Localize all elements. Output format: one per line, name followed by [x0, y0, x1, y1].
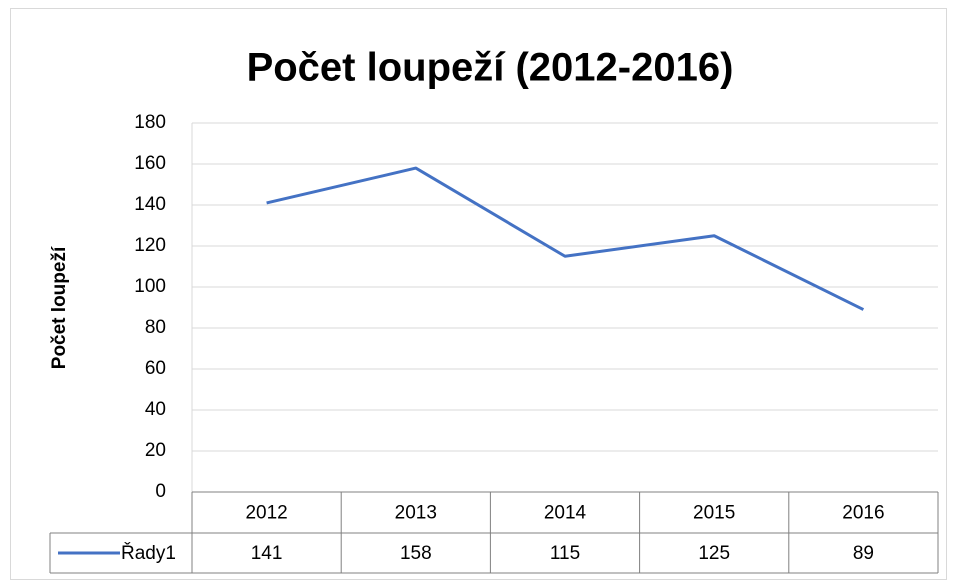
y-tick-label: 40 [145, 399, 166, 420]
x-tick-label: 2014 [544, 503, 587, 524]
y-tick-label: 160 [134, 153, 166, 174]
x-tick-label: 2012 [245, 503, 287, 524]
table-value: 89 [853, 543, 874, 564]
y-tick-label: 120 [134, 235, 166, 256]
series-line [266, 166, 865, 311]
y-tick-label: 60 [145, 358, 166, 379]
x-tick-label: 2015 [693, 503, 735, 524]
table-value: 158 [400, 543, 432, 564]
y-tick-label: 0 [155, 481, 166, 502]
y-tick-label: 20 [145, 440, 166, 461]
chart-frame [10, 8, 947, 580]
chart-title: Počet loupeží (2012-2016) [247, 46, 734, 90]
x-tick-label: 2013 [395, 503, 437, 524]
legend-label: Řady1 [121, 542, 176, 564]
y-tick-label: 140 [134, 194, 166, 215]
y-tick-label: 180 [134, 112, 166, 133]
y-tick-label: 80 [145, 317, 166, 338]
x-tick-label: 2016 [842, 503, 884, 524]
table-value: 115 [550, 543, 580, 564]
table-value: 141 [251, 543, 283, 564]
table-value: 125 [698, 543, 730, 564]
y-axis-label: Počet loupeží [49, 246, 70, 369]
y-tick-label: 100 [134, 276, 166, 297]
